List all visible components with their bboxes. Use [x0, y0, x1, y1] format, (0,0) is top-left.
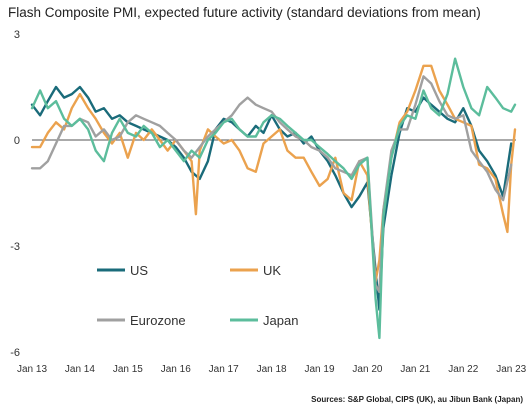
x-tick-label: Jan 20	[352, 364, 382, 375]
x-tick-label: Jan 19	[305, 364, 335, 375]
x-tick-label: Jan 17	[209, 364, 239, 375]
series-lines	[30, 57, 517, 340]
x-tick-label: Jan 18	[257, 364, 287, 375]
legend-label-japan: Japan	[263, 313, 298, 328]
series-line-uk	[30, 64, 517, 283]
y-tick-label: 0	[14, 135, 20, 147]
legend-label-eurozone: Eurozone	[130, 313, 186, 328]
y-tick-label: -3	[10, 241, 20, 253]
y-tick-label: -6	[10, 347, 20, 359]
plot-area	[30, 57, 517, 340]
series-line-japan	[30, 57, 517, 340]
legend: US UK Eurozone Japan	[97, 263, 298, 328]
x-tick-label: Jan 14	[65, 364, 95, 375]
chart-title: Flash Composite PMI, expected future act…	[8, 5, 481, 20]
x-axis: Jan 13 Jan 14 Jan 15 Jan 16 Jan 17 Jan 18 Jan …	[17, 364, 527, 375]
x-tick-label: Jan 13	[17, 364, 47, 375]
source-note: Sources: S&P Global, CIPS (UK), au Jibun…	[311, 395, 523, 404]
legend-label-us: US	[130, 263, 148, 278]
x-tick-label: Jan 23	[496, 364, 526, 375]
legend-label-uk: UK	[263, 263, 281, 278]
x-tick-label: Jan 22	[448, 364, 478, 375]
x-tick-label: Jan 15	[113, 364, 143, 375]
x-tick-label: Jan 21	[400, 364, 430, 375]
y-tick-label: 3	[14, 29, 20, 41]
x-tick-label: Jan 16	[161, 364, 191, 375]
y-axis: 3 0 -3 -6	[10, 29, 20, 359]
